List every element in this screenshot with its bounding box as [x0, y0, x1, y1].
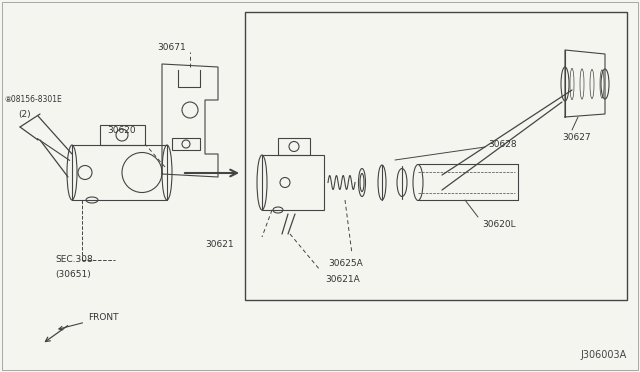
Text: 30620: 30620: [108, 125, 136, 135]
Text: 30620L: 30620L: [482, 219, 516, 228]
Text: J306003A: J306003A: [580, 350, 627, 360]
Text: (2): (2): [18, 109, 31, 119]
Text: 30621: 30621: [205, 240, 234, 248]
Bar: [100, 125, 145, 145]
Bar: [72, 145, 167, 200]
Text: 30625A: 30625A: [328, 260, 363, 269]
Bar: [245, 12, 627, 300]
Text: 30671: 30671: [157, 42, 186, 51]
Bar: [278, 138, 310, 155]
Text: FRONT: FRONT: [59, 313, 118, 330]
Bar: [172, 138, 200, 150]
Text: SEC.308: SEC.308: [55, 256, 93, 264]
Text: 30628: 30628: [488, 140, 516, 148]
Bar: [262, 155, 324, 210]
Text: (30651): (30651): [55, 269, 91, 279]
Text: ⑧08156-8301E: ⑧08156-8301E: [4, 95, 61, 104]
Text: 30621A: 30621A: [325, 276, 360, 285]
Text: 30627: 30627: [562, 132, 591, 141]
